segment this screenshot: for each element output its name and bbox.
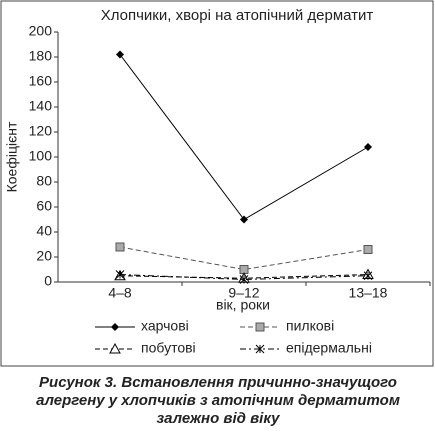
- marker: [363, 271, 373, 281]
- legend-label: епідермальні: [286, 340, 372, 356]
- marker: [363, 245, 373, 254]
- x-axis-label: вік, роки: [216, 297, 270, 313]
- x-tick-label: 9–12: [228, 285, 259, 301]
- y-axis-label: Коефіцієнт: [4, 121, 20, 192]
- x-tick-label: 4–8: [108, 285, 132, 301]
- series-line: [119, 274, 369, 281]
- y-tick-label: 180: [29, 48, 53, 64]
- series-line: [119, 54, 369, 221]
- marker: [116, 50, 124, 59]
- caption-line: алергену у хлопчиків з атопічним дермати…: [36, 392, 400, 409]
- marker: [115, 270, 125, 279]
- chart-frame: [0, 0, 434, 367]
- chart-title: Хлопчики, хворі на атопічний дерматит: [101, 7, 374, 24]
- y-tick-label: 40: [36, 223, 52, 239]
- y-tick-label: 60: [36, 198, 52, 214]
- legend-marker: [111, 323, 119, 331]
- y-tick-label: 140: [29, 98, 53, 114]
- y-tick-label: 20: [36, 248, 52, 264]
- legend-label: харчові: [141, 318, 189, 334]
- x-tick-label: 13–18: [349, 285, 388, 301]
- caption-line: Рисунок 3. Встановлення причинно-значущо…: [39, 374, 397, 391]
- legend-label: побутові: [141, 340, 196, 356]
- y-tick-label: 200: [29, 23, 53, 39]
- caption-line: залежно від віку: [157, 410, 281, 427]
- marker: [240, 215, 248, 224]
- marker: [115, 242, 125, 252]
- marker: [364, 143, 372, 151]
- y-tick-label: 160: [29, 73, 53, 89]
- series-line: [119, 246, 369, 271]
- marker: [239, 275, 249, 284]
- legend-marker: [255, 344, 265, 354]
- y-tick-label: 100: [29, 148, 53, 164]
- y-tick-label: 80: [36, 173, 52, 189]
- y-tick-label: 120: [29, 123, 53, 139]
- legend-marker: [255, 322, 265, 332]
- legend-label: пилкові: [286, 318, 334, 334]
- legend-marker: [109, 342, 121, 354]
- y-tick-label: 0: [44, 273, 52, 289]
